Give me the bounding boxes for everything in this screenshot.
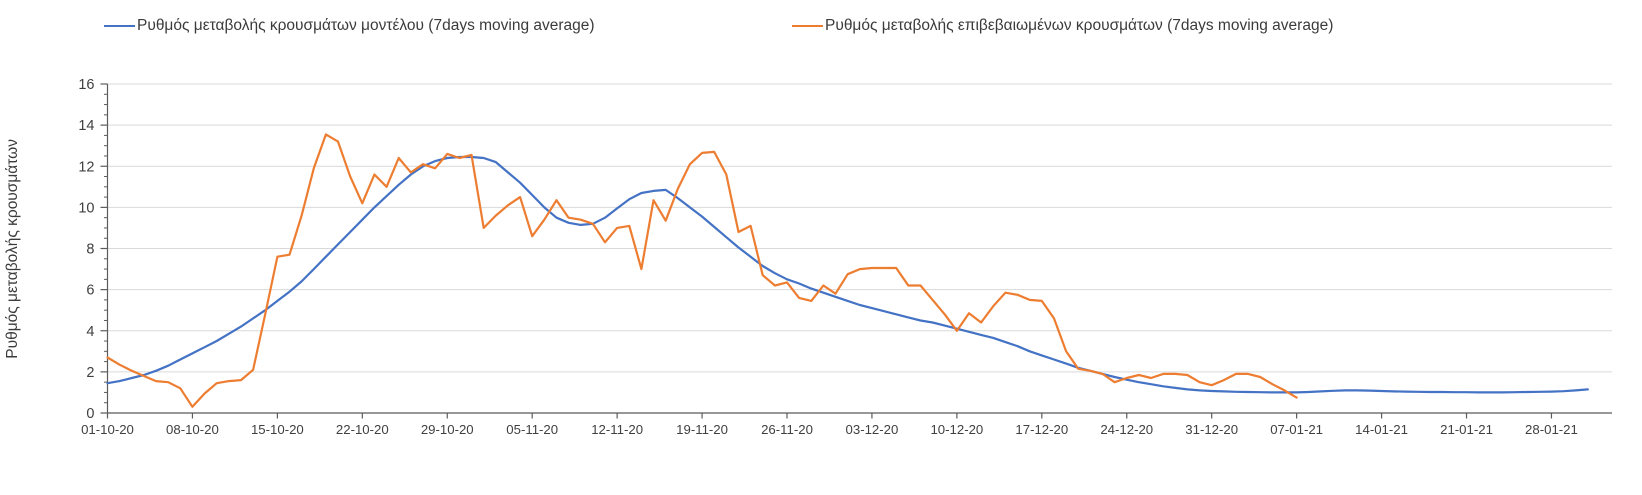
legend-item-confirmed: Ρυθμός μεταβολής επιβεβαιωμένων κρουσμάτ… bbox=[792, 13, 1333, 39]
x-tick-label: 15-10-20 bbox=[251, 422, 304, 437]
x-tick-label: 12-11-20 bbox=[591, 422, 643, 437]
x-tick-label: 29-10-20 bbox=[421, 422, 474, 437]
y-tick-label: 14 bbox=[78, 118, 94, 134]
x-tick-label: 10-12-20 bbox=[930, 422, 983, 437]
x-tick-label: 01-10-20 bbox=[81, 422, 134, 437]
y-tick-label: 2 bbox=[86, 365, 94, 381]
legend-label-confirmed: Ρυθμός μεταβολής επιβεβαιωμένων κρουσμάτ… bbox=[825, 17, 1334, 34]
y-tick-label: 10 bbox=[78, 200, 94, 216]
model-series-line bbox=[106, 155, 1589, 394]
y-tick-label: 0 bbox=[86, 406, 94, 422]
x-tick-label: 24-12-20 bbox=[1100, 422, 1153, 437]
x-tick-label: 19-11-20 bbox=[676, 422, 728, 437]
x-tick-label: 31-12-20 bbox=[1185, 422, 1238, 437]
x-tick-label: 17-12-20 bbox=[1015, 422, 1068, 437]
x-tick-label: 08-10-20 bbox=[166, 422, 219, 437]
y-tick-label: 16 bbox=[78, 77, 94, 93]
x-tick-label: 05-11-20 bbox=[506, 422, 558, 437]
confirmed-series-line bbox=[106, 133, 1298, 408]
x-tick-label: 21-01-21 bbox=[1440, 422, 1493, 437]
x-tick-label: 14-01-21 bbox=[1355, 422, 1408, 437]
legend-line-swatch-blue bbox=[104, 25, 135, 27]
x-tick-label: 22-10-20 bbox=[336, 422, 389, 437]
y-tick-label: 12 bbox=[78, 159, 94, 175]
legend-item-model: Ρυθμός μεταβολής κρουσμάτων μοντέλου (7d… bbox=[104, 13, 595, 39]
legend-line-swatch-orange bbox=[792, 25, 823, 27]
legend-label-model: Ρυθμός μεταβολής κρουσμάτων μοντέλου (7d… bbox=[137, 17, 595, 34]
y-tick-label: 8 bbox=[86, 242, 94, 258]
chart-legend: Ρυθμός μεταβολής κρουσμάτων μοντέλου (7d… bbox=[0, 13, 1642, 39]
y-tick-label: 4 bbox=[86, 324, 94, 340]
x-tick-label: 26-11-20 bbox=[761, 422, 813, 437]
x-tick-label: 07-01-21 bbox=[1270, 422, 1323, 437]
x-tick-label: 03-12-20 bbox=[846, 422, 899, 437]
y-tick-label: 6 bbox=[86, 283, 94, 299]
x-tick-label: 28-01-21 bbox=[1525, 422, 1578, 437]
